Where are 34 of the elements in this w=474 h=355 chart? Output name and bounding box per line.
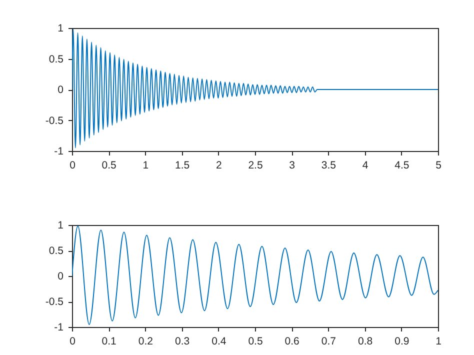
x-tick-label: 3.5 — [321, 160, 336, 172]
y-tick-label: 1 — [58, 22, 64, 34]
x-tick-label: 0 — [70, 160, 76, 172]
x-tick-label: 5 — [436, 160, 442, 172]
x-tick-label: 0.5 — [248, 336, 263, 348]
x-tick-label: 0.6 — [284, 336, 300, 348]
x-tick-label: 3 — [289, 160, 296, 172]
line-series — [72, 226, 438, 325]
y-tick-label: -1 — [54, 322, 64, 334]
x-tick-label: 0 — [70, 336, 76, 348]
x-tick-label: 2 — [216, 160, 222, 172]
x-tick-label: 0.5 — [102, 160, 117, 172]
x-tick-label: 0.1 — [102, 336, 117, 348]
y-tick-label: 0.5 — [48, 53, 64, 66]
x-tick-label: 1.5 — [174, 160, 190, 172]
x-tick-label: 0.2 — [138, 336, 154, 348]
x-tick-label: 4 — [362, 160, 368, 172]
x-tick-label: 0.8 — [358, 336, 373, 348]
x-tick-label: 0.7 — [321, 336, 336, 348]
x-tick-label: 0.4 — [212, 336, 226, 348]
y-tick-label: 0.5 — [48, 245, 64, 257]
x-tick-label: 0.9 — [394, 336, 410, 348]
y-tick-label: 1 — [58, 220, 64, 232]
x-tick-label: 4.5 — [394, 160, 410, 172]
x-tick-label: 1 — [142, 160, 149, 172]
x-tick-label: 0.3 — [174, 336, 190, 348]
x-tick-label: 1 — [436, 336, 442, 348]
y-tick-label: 0 — [58, 84, 64, 96]
y-tick-label: -1 — [54, 146, 64, 158]
x-tick-label: 2.5 — [248, 160, 263, 172]
y-tick-label: -0.5 — [45, 296, 64, 308]
y-tick-label: -0.5 — [45, 114, 64, 127]
line-series — [72, 28, 438, 148]
y-tick-label: 0 — [58, 270, 64, 282]
